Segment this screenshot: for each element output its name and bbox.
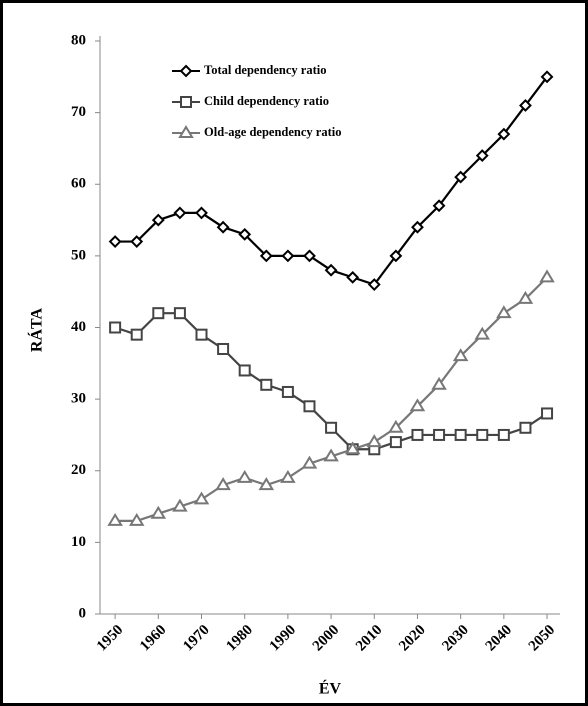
data-point: [344, 441, 361, 455]
data-point: [150, 505, 167, 519]
data-point: [172, 498, 188, 512]
data-point: [195, 328, 208, 341]
x-axis-label: ÉV: [319, 679, 342, 698]
x-tick-label: 1990: [267, 622, 300, 655]
data-point: [173, 206, 187, 220]
data-point: [108, 235, 122, 248]
y-tick-label: 60: [71, 176, 86, 192]
data-point: [238, 364, 251, 377]
data-point: [173, 307, 186, 320]
data-point: [476, 428, 489, 441]
data-point: [280, 469, 296, 483]
x-tick-label: 2010: [353, 622, 386, 655]
data-point: [366, 434, 383, 448]
data-point: [324, 263, 338, 277]
data-point: [259, 249, 273, 263]
legend-label: Child dependency ratio: [204, 94, 329, 108]
legend-marker: [180, 96, 192, 108]
data-point: [409, 398, 426, 412]
data-point: [454, 428, 467, 441]
data-point: [109, 321, 122, 334]
data-point: [497, 127, 511, 141]
data-point: [541, 407, 554, 420]
y-tick-label: 80: [71, 32, 86, 48]
data-point: [323, 448, 339, 462]
data-point: [389, 436, 402, 449]
data-point: [107, 512, 123, 526]
x-tick-label: 2030: [439, 622, 472, 655]
legend-marker: [179, 64, 193, 78]
data-point: [454, 170, 468, 184]
x-tick-label: 1980: [223, 622, 256, 655]
legend-label: Total dependency ratio: [204, 63, 326, 77]
x-tick-label: 2020: [396, 622, 429, 655]
data-point: [389, 249, 403, 263]
x-tick-label: 2040: [483, 622, 516, 655]
data-point: [281, 385, 294, 398]
data-point: [128, 512, 145, 526]
data-point: [475, 149, 489, 163]
data-point: [151, 213, 165, 227]
data-point: [281, 249, 295, 263]
data-point: [346, 270, 360, 284]
x-tick-label: 2000: [310, 622, 343, 655]
data-point: [152, 307, 165, 320]
data-point: [215, 477, 231, 491]
x-tick-label: 1960: [137, 622, 170, 655]
data-point: [260, 378, 273, 391]
data-point: [452, 348, 469, 362]
data-point: [130, 235, 144, 248]
data-point: [367, 278, 381, 291]
data-point: [325, 421, 338, 434]
y-tick-label: 10: [71, 534, 86, 550]
legend-label: Old-age dependency ratio: [204, 125, 342, 139]
y-axis-label: RÁTA: [27, 307, 46, 352]
series-line: [115, 76, 548, 286]
legend-marker: [178, 125, 194, 138]
data-point: [517, 290, 534, 304]
data-point: [474, 326, 491, 340]
y-tick-label: 30: [71, 391, 86, 407]
y-tick-label: 50: [71, 247, 86, 263]
data-point: [411, 428, 424, 441]
data-point: [130, 328, 143, 341]
y-tick-label: 40: [71, 319, 86, 335]
data-point: [431, 376, 447, 390]
data-point: [519, 421, 532, 434]
data-point: [388, 419, 404, 433]
data-point: [432, 199, 446, 213]
y-tick-label: 20: [71, 462, 86, 478]
data-point: [303, 249, 316, 263]
y-tick-label: 0: [79, 605, 87, 621]
x-tick-label: 1950: [94, 622, 127, 655]
data-point: [496, 305, 512, 319]
data-point: [539, 269, 555, 283]
x-tick-label: 2050: [526, 622, 559, 655]
data-point: [238, 227, 252, 241]
data-point: [433, 428, 446, 441]
x-tick-label: 1970: [180, 622, 213, 655]
data-point: [193, 491, 210, 505]
data-point: [519, 99, 532, 112]
data-point: [217, 342, 230, 355]
data-point: [303, 400, 316, 413]
data-point: [195, 206, 208, 220]
data-point: [258, 477, 275, 491]
y-tick-label: 70: [71, 104, 86, 120]
data-point: [540, 70, 554, 84]
data-point: [301, 455, 318, 469]
data-point: [216, 220, 230, 234]
data-point: [411, 220, 424, 234]
data-point: [236, 469, 253, 483]
data-point: [497, 428, 510, 441]
